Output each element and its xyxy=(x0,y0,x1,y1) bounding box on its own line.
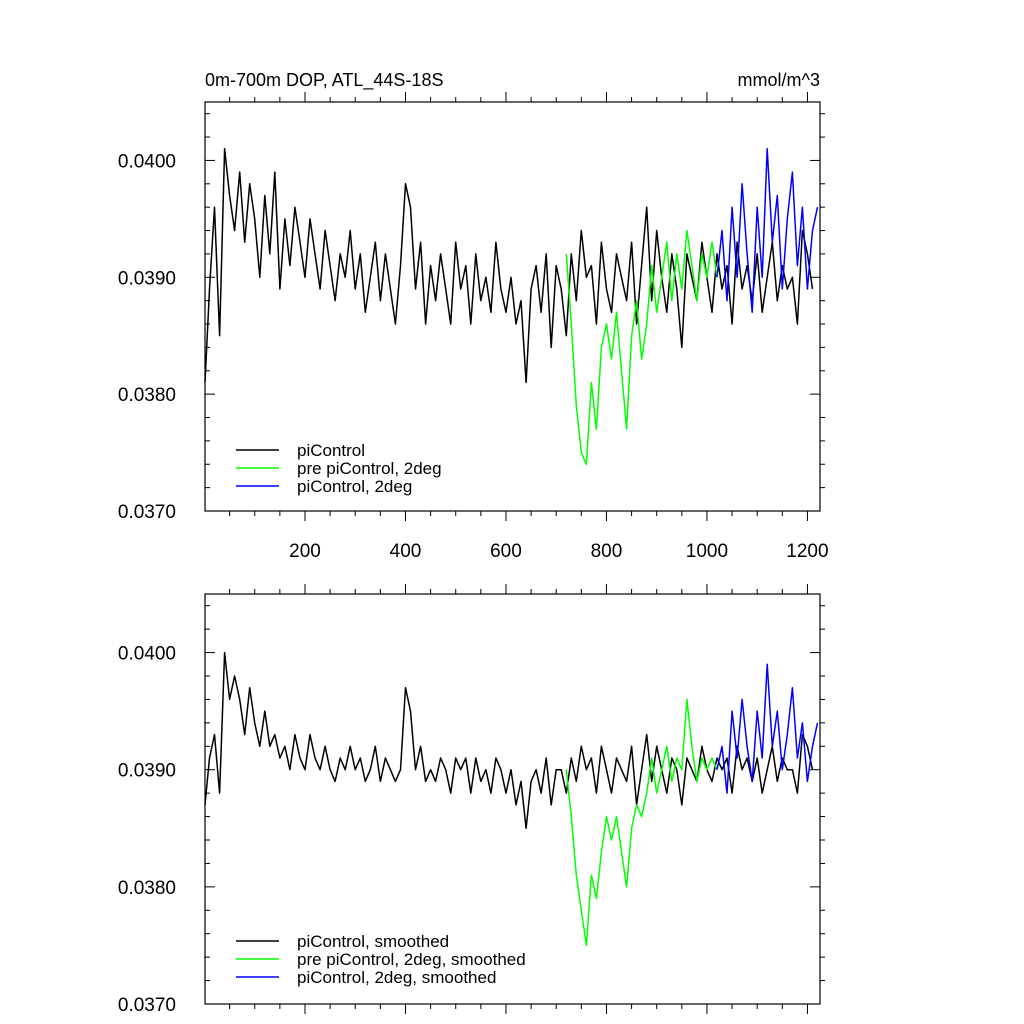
units-label: mmol/m^3 xyxy=(738,70,820,90)
y-tick-label: 0.0370 xyxy=(118,995,176,1016)
legend-label: piControl, smoothed xyxy=(297,932,449,951)
series-line-0 xyxy=(204,651,814,830)
x-tick-label: 800 xyxy=(591,541,623,562)
legend-label: pre piControl, 2deg xyxy=(297,459,442,478)
y-tick-label: 0.0380 xyxy=(118,878,176,899)
y-tick-label: 0.0400 xyxy=(118,644,176,665)
series-line-1 xyxy=(565,229,718,466)
legend-label: piControl, 2deg xyxy=(297,477,412,496)
x-tick-label: 200 xyxy=(289,541,321,562)
x-tick-label: 600 xyxy=(490,541,522,562)
y-tick-label: 0.0400 xyxy=(118,151,176,172)
chart-panel-top: 0m-700m DOP, ATL_44S-18S mmol/m^3 200 400… xyxy=(118,70,829,562)
series-line-0 xyxy=(204,147,814,384)
chart-panel-bottom: 0.0370 0.0380 0.0390 0.0400 piControl, smoo… xyxy=(118,584,825,1016)
series-line-2 xyxy=(716,663,819,794)
plot-frame xyxy=(204,101,821,512)
series-line-2 xyxy=(716,147,819,314)
y-tick-label: 0.0390 xyxy=(118,268,176,289)
y-tick-label: 0.0390 xyxy=(118,761,176,782)
x-tick-label: 1200 xyxy=(786,541,828,562)
y-tick-label: 0.0370 xyxy=(118,502,176,523)
legend-label: pre piControl, 2deg, smoothed xyxy=(297,950,526,969)
x-tick-label: 1000 xyxy=(686,541,728,562)
legend-label: piControl xyxy=(297,441,365,460)
series-line-1 xyxy=(565,698,718,947)
plot-frame xyxy=(204,593,821,1005)
x-tick-label: 400 xyxy=(390,541,422,562)
legend-label: piControl, 2deg, smoothed xyxy=(297,968,496,987)
y-tick-label: 0.0380 xyxy=(118,385,176,406)
plot-area: 0.0370 0.0380 0.0390 0.0400 xyxy=(118,584,825,1016)
plot-area: 200 400 600 800 1000 1200 0.0370 0.0380 0.0390 0.… xyxy=(118,92,829,562)
chart-title: 0m-700m DOP, ATL_44S-18S xyxy=(205,70,443,91)
